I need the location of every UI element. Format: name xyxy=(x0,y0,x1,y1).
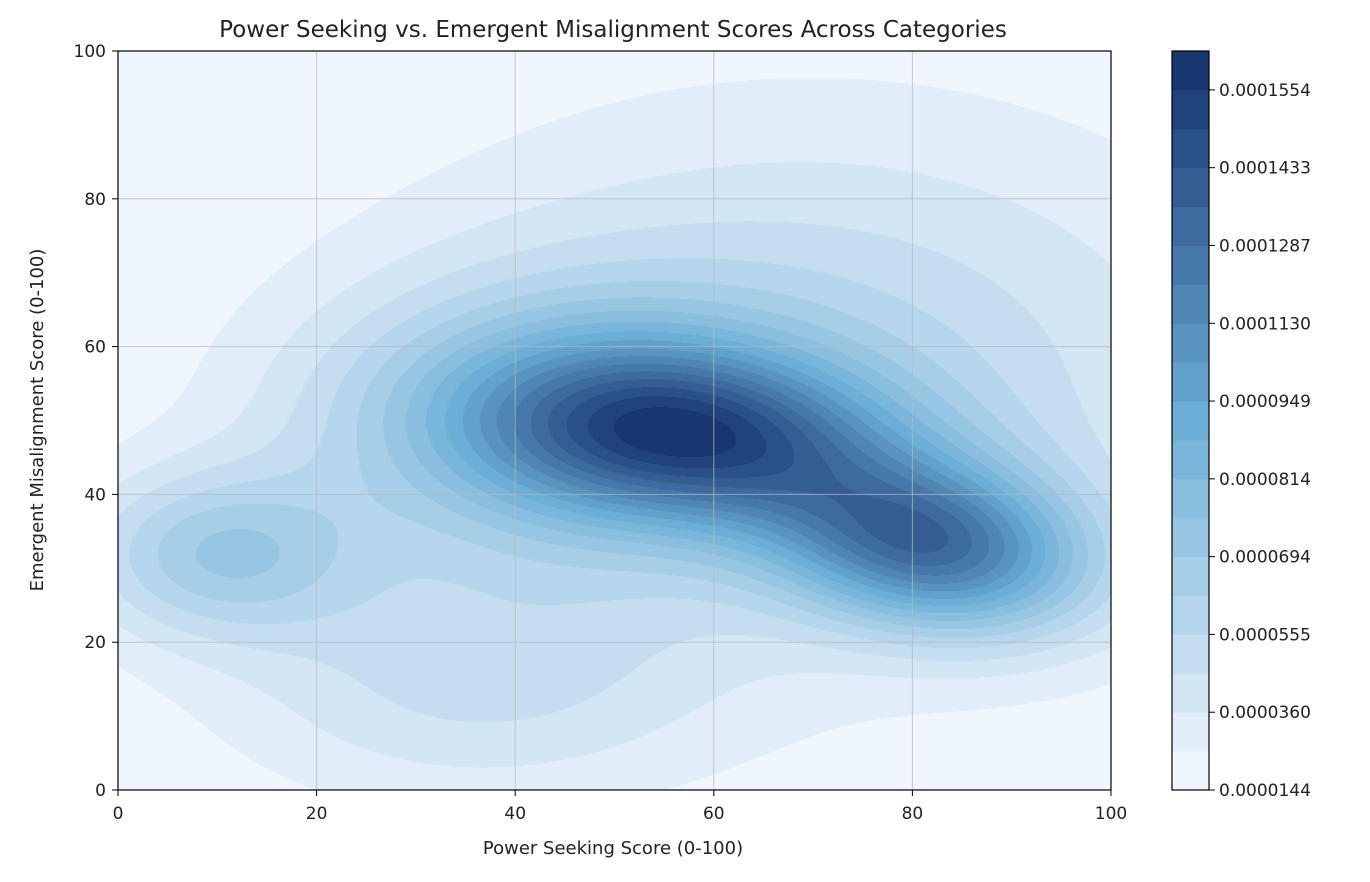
colorbar-segment xyxy=(1172,284,1209,324)
colorbar-tick-label: 0.0000949 xyxy=(1219,392,1311,412)
colorbar-frame xyxy=(1171,50,1210,791)
colorbar-segment xyxy=(1172,128,1209,169)
colorbar-segment xyxy=(1172,401,1209,441)
colorbar-segment xyxy=(1172,89,1209,130)
y-tick-label: 40 xyxy=(84,485,106,505)
colorbar xyxy=(1171,50,1210,791)
colorbar-ticks: 0.0000144 0.0000360 0.0000555 0.0000694 0.00… xyxy=(1209,81,1311,801)
colorbar-tick-label: 0.0001433 xyxy=(1219,159,1311,179)
colorbar-segment xyxy=(1172,517,1209,558)
colorbar-tick-label: 0.0000144 xyxy=(1219,781,1311,801)
y-tick-label: 60 xyxy=(84,338,106,358)
colorbar-segment xyxy=(1172,478,1209,519)
colorbar-tick-label: 0.0000814 xyxy=(1219,470,1311,490)
y-tick-label: 80 xyxy=(84,190,106,210)
colorbar-segment xyxy=(1172,167,1209,208)
colorbar-segment xyxy=(1172,634,1209,674)
colorbar-segment xyxy=(1172,245,1209,285)
y-axis-ticks: 0 20 40 60 80 100 xyxy=(74,42,118,801)
y-tick-label: 0 xyxy=(95,781,106,801)
x-axis-ticks: 0 20 40 60 80 100 xyxy=(113,790,1127,824)
x-tick-label: 20 xyxy=(306,804,328,824)
colorbar-segment xyxy=(1172,673,1209,713)
y-axis-label: Emergent Misalignment Score (0-100) xyxy=(27,249,48,592)
colorbar-tick-label: 0.0000694 xyxy=(1219,548,1311,568)
colorbar-tick-label: 0.0001554 xyxy=(1219,81,1311,101)
colorbar-segment xyxy=(1172,751,1209,791)
colorbar-segment xyxy=(1172,712,1209,752)
colorbar-segment xyxy=(1172,51,1209,91)
colorbar-tick-label: 0.0000555 xyxy=(1219,625,1311,645)
x-tick-label: 80 xyxy=(902,804,924,824)
density-contours xyxy=(118,51,1111,790)
colorbar-segment xyxy=(1172,595,1209,635)
chart-title: Power Seeking vs. Emergent Misalignment … xyxy=(219,17,1007,43)
plot-frame xyxy=(117,50,1112,791)
colorbar-segment xyxy=(1172,323,1209,363)
colorbar-segment xyxy=(1172,556,1209,597)
y-tick-label: 20 xyxy=(84,633,106,653)
x-tick-label: 40 xyxy=(504,804,526,824)
x-axis-label: Power Seeking Score (0-100) xyxy=(483,838,743,859)
x-tick-label: 100 xyxy=(1095,804,1127,824)
colorbar-tick-label: 0.0000360 xyxy=(1219,703,1311,723)
colorbar-tick-label: 0.0001130 xyxy=(1219,314,1311,334)
x-tick-label: 0 xyxy=(113,804,124,824)
plot-area xyxy=(118,51,1111,790)
colorbar-segment xyxy=(1172,439,1209,480)
x-tick-label: 60 xyxy=(703,804,725,824)
colorbar-segment xyxy=(1172,206,1209,246)
y-tick-label: 100 xyxy=(74,42,106,62)
colorbar-segment xyxy=(1172,362,1209,402)
colorbar-tick-label: 0.0001287 xyxy=(1219,236,1311,256)
